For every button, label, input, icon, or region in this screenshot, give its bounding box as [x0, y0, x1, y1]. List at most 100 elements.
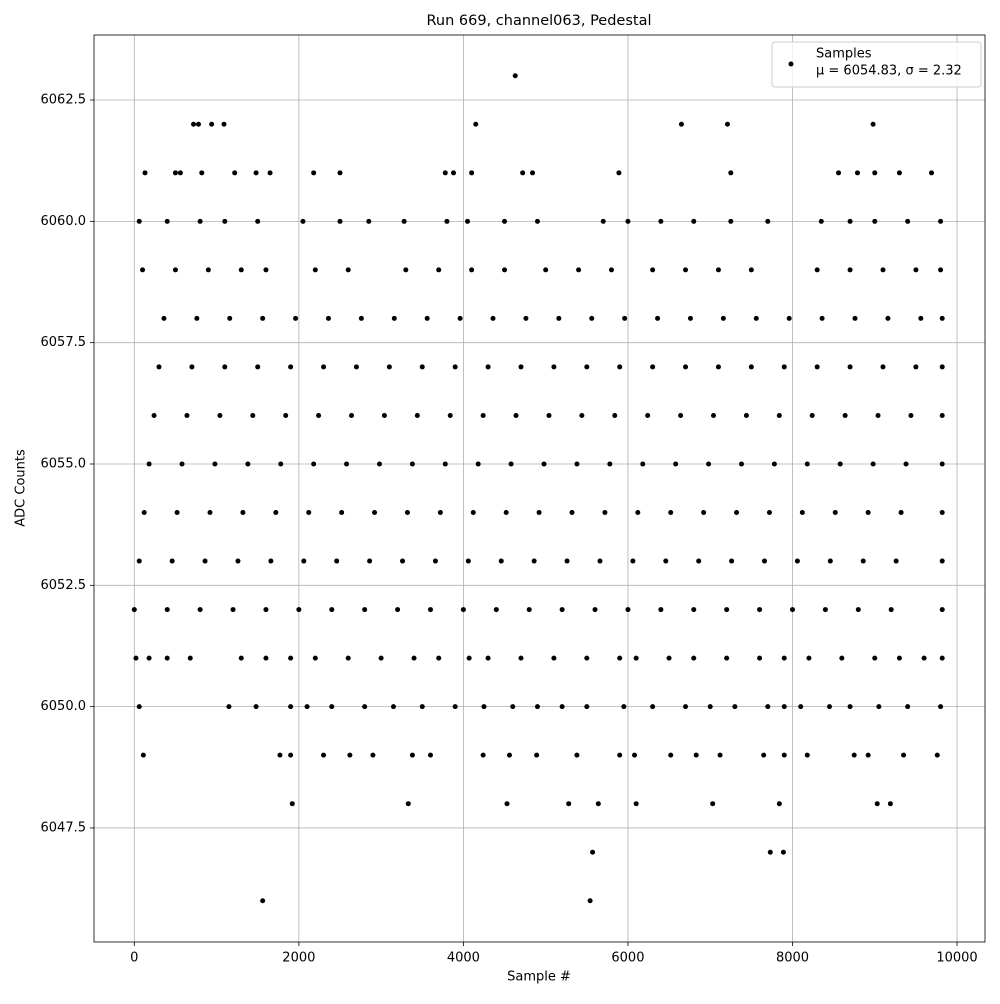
sample-point [559, 607, 565, 613]
sample-point [465, 558, 471, 564]
sample-point [595, 801, 601, 807]
sample-point [781, 655, 787, 661]
sample-point [625, 607, 631, 613]
sample-point [372, 510, 378, 516]
sample-point [650, 704, 656, 710]
sample-point [370, 752, 376, 758]
sample-point [442, 170, 448, 176]
sample-point [589, 315, 595, 321]
sample-point [938, 218, 944, 224]
x-tick-label: 8000 [776, 951, 809, 966]
sample-point [217, 412, 223, 418]
sample-point [436, 655, 442, 661]
sample-point [238, 267, 244, 273]
sample-point [630, 558, 636, 564]
sample-point [288, 364, 294, 370]
sample-point [300, 218, 306, 224]
sample-point [263, 607, 269, 613]
y-tick-label: 6055.0 [41, 456, 87, 471]
sample-point [174, 510, 180, 516]
sample-point [633, 801, 639, 807]
sample-point [600, 218, 606, 224]
sample-point [748, 267, 754, 273]
sample-point [283, 412, 289, 418]
sample-point [177, 170, 183, 176]
sample-point [757, 655, 763, 661]
sample-point [762, 558, 768, 564]
x-tick-label: 6000 [611, 951, 644, 966]
sample-point [587, 898, 593, 904]
sample-point [847, 364, 853, 370]
sample-point [715, 364, 721, 370]
sample-point [131, 607, 137, 613]
sample-point [164, 655, 170, 661]
sample-point [827, 704, 833, 710]
sample-point [757, 607, 763, 613]
sample-point [520, 170, 526, 176]
sample-point [851, 752, 857, 758]
points [131, 73, 945, 904]
sample-point [865, 752, 871, 758]
sample-point [296, 607, 302, 613]
sample-point [592, 607, 598, 613]
sample-point [367, 558, 373, 564]
sample-point [584, 704, 590, 710]
sample-point [534, 752, 540, 758]
sample-point [339, 510, 345, 516]
sample-point [172, 170, 178, 176]
sample-point [506, 752, 512, 758]
sample-point [753, 315, 759, 321]
sample-point [469, 170, 475, 176]
sample-point [559, 704, 565, 710]
sample-point [837, 461, 843, 467]
sample-point [502, 267, 508, 273]
sample-point [353, 364, 359, 370]
sample-point [617, 752, 623, 758]
sample-point [822, 607, 828, 613]
sample-point [202, 558, 208, 564]
sample-point [625, 218, 631, 224]
sample-point [325, 315, 331, 321]
sample-point [136, 704, 142, 710]
sample-point [289, 801, 295, 807]
sample-point [748, 364, 754, 370]
sample-point [715, 267, 721, 273]
sample-point [551, 364, 557, 370]
sample-point [635, 510, 641, 516]
sample-point [226, 704, 232, 710]
sample-point [419, 364, 425, 370]
sample-point [349, 412, 355, 418]
sample-point [452, 364, 458, 370]
sample-point [939, 510, 945, 516]
sample-point [184, 412, 190, 418]
sample-point [898, 510, 904, 516]
sample-point [724, 121, 730, 127]
sample-point [734, 510, 740, 516]
sample-point [786, 315, 792, 321]
y-tick-label: 6060.0 [41, 214, 87, 229]
sample-point [409, 752, 415, 758]
sample-point [301, 558, 307, 564]
sample-point [668, 752, 674, 758]
sample-point [728, 170, 734, 176]
y-axis-label: ADC Counts [14, 449, 29, 527]
sample-point [187, 655, 193, 661]
sample-point [460, 607, 466, 613]
sample-point [156, 364, 162, 370]
sample-point [191, 121, 197, 127]
sample-point [222, 364, 228, 370]
sample-point [381, 412, 387, 418]
sample-point [411, 655, 417, 661]
sample-point [780, 849, 786, 855]
sample-point [556, 315, 562, 321]
sample-point [164, 607, 170, 613]
sample-point [804, 752, 810, 758]
sample-point [579, 412, 585, 418]
sample-point [668, 510, 674, 516]
sample-point [427, 752, 433, 758]
sample-point [205, 267, 211, 273]
chart-title: Run 669, channel063, Pedestal [426, 13, 651, 29]
sample-point [551, 655, 557, 661]
sample-point [724, 607, 730, 613]
sample-point [403, 267, 409, 273]
